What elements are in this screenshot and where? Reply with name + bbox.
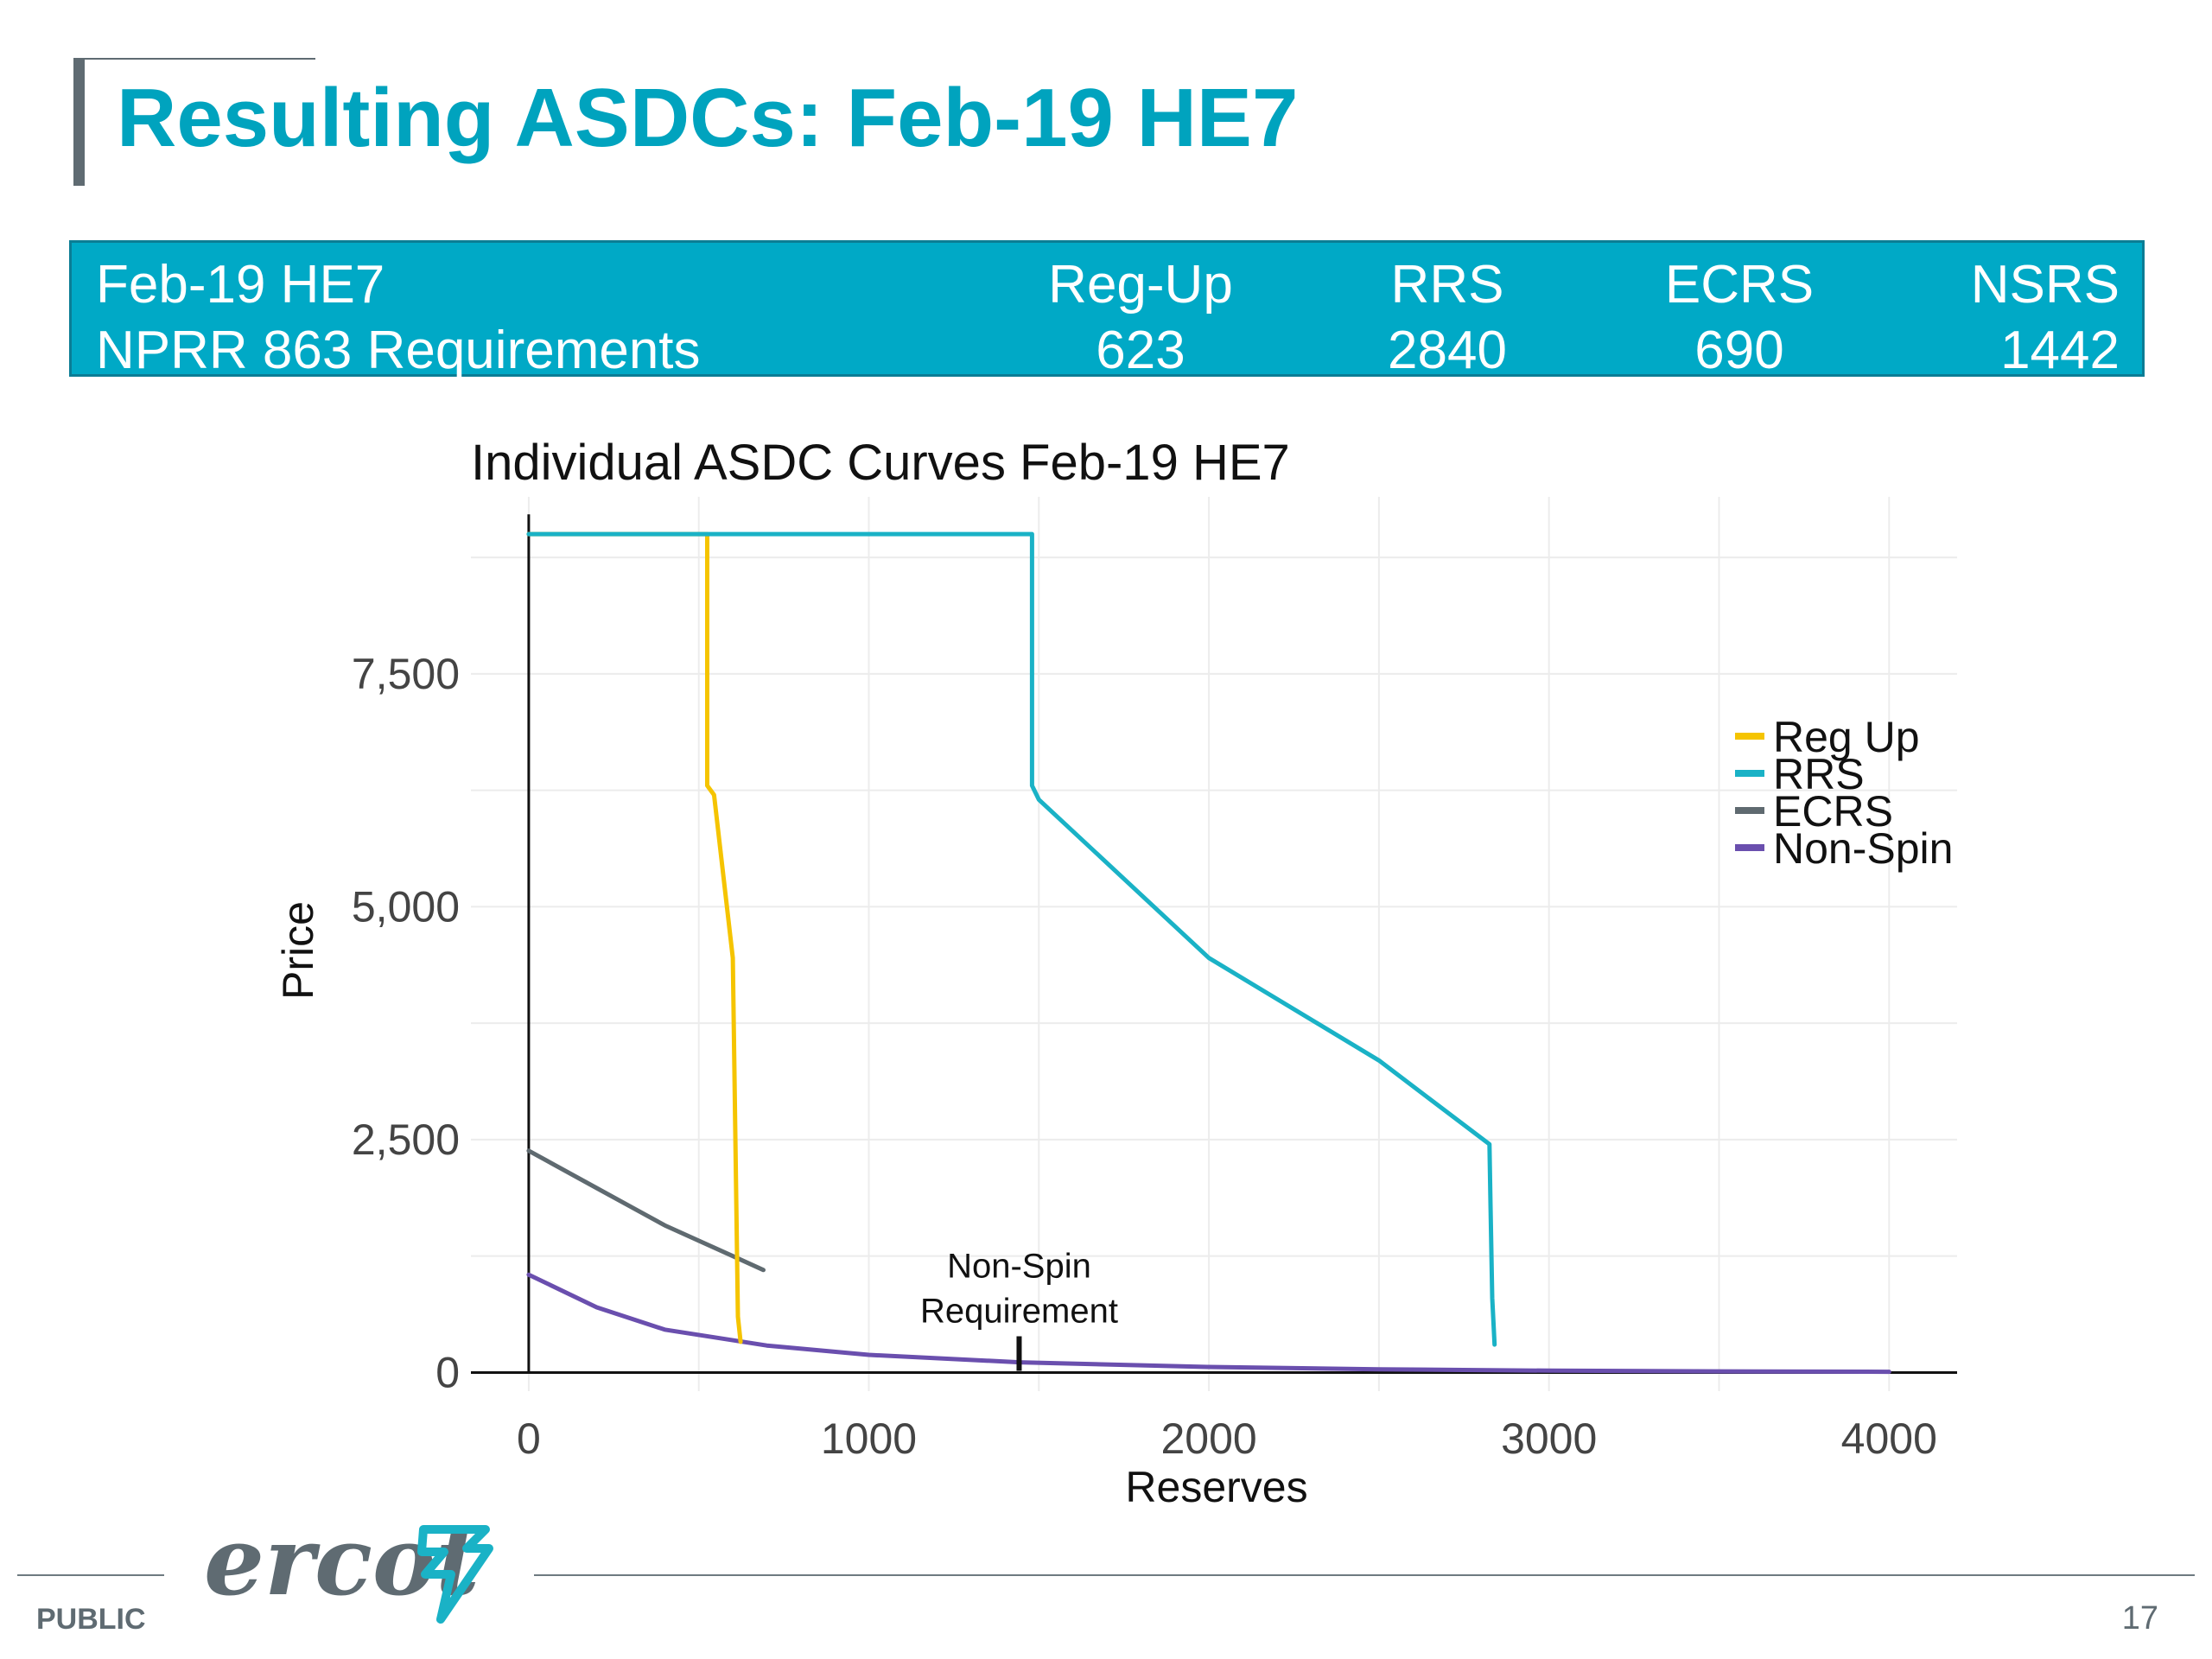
legend-label: RRS [1773, 750, 1865, 798]
footer-public-label: PUBLIC [36, 1603, 146, 1636]
banner-col-rrs-name: RRS [1390, 255, 1504, 315]
ercot-logo-mark-icon [417, 1525, 493, 1624]
chart-grid [471, 497, 1957, 1391]
x-tick-label: 2000 [1160, 1414, 1256, 1463]
banner-col-rrs-value: 2840 [1388, 321, 1507, 380]
banner-row1-label: Feb-19 HE7 [96, 255, 385, 315]
footer-rule-left [17, 1574, 164, 1576]
x-tick-label: 3000 [1501, 1414, 1597, 1463]
banner-col-nsrs-name: NSRS [1970, 255, 2120, 315]
chart-title: Individual ASDC Curves Feb-19 HE7 [471, 435, 1290, 491]
banner-col-ecrs-name: ECRS [1664, 255, 1815, 315]
banner-col-nsrs-value: 1442 [2000, 321, 2120, 380]
page-number: 17 [2121, 1600, 2158, 1637]
banner-col-regup-name: Reg-Up [1048, 255, 1233, 315]
x-tick-label: 4000 [1841, 1414, 1937, 1463]
title-accent-bar [73, 58, 85, 186]
banner-col-ecrs-value: 690 [1694, 321, 1784, 380]
title-accent-rule [73, 58, 315, 60]
series-line-reg-up [526, 531, 743, 1344]
chart-annotation: Non-Spin Requirement [920, 1247, 1118, 1371]
slide-title: Resulting ASDCs: Feb-19 HE7 [117, 72, 1299, 164]
y-tick-label: 7,500 [352, 650, 460, 698]
legend-label: ECRS [1773, 787, 1893, 836]
x-axis-label: Reserves [1125, 1463, 1307, 1511]
annotation-label-line2: Requirement [920, 1292, 1118, 1330]
annotation-label-line1: Non-Spin [947, 1247, 1091, 1285]
footer-rule-right [534, 1574, 2195, 1576]
y-tick-label: 0 [435, 1348, 460, 1396]
y-axis-label: Price [274, 901, 322, 1000]
banner-row2-label: NPRR 863 Requirements [96, 321, 701, 380]
requirements-banner: Feb-19 HE7 NPRR 863 Requirements Reg-Up … [69, 240, 2145, 380]
legend-label: Reg Up [1773, 713, 1920, 761]
x-tick-label: 0 [517, 1414, 541, 1463]
chart-axes: 0 1000 2000 3000 4000 0 2,500 5,000 7,500 [352, 514, 1957, 1463]
series-line-rrs [526, 531, 1497, 1347]
y-tick-label: 2,500 [352, 1116, 460, 1164]
x-tick-label: 1000 [821, 1414, 917, 1463]
banner-col-regup-value: 623 [1096, 321, 1185, 380]
series-line-ecrs [526, 1148, 766, 1273]
y-tick-label: 5,000 [352, 882, 460, 931]
legend-label: Non-Spin [1773, 824, 1953, 873]
